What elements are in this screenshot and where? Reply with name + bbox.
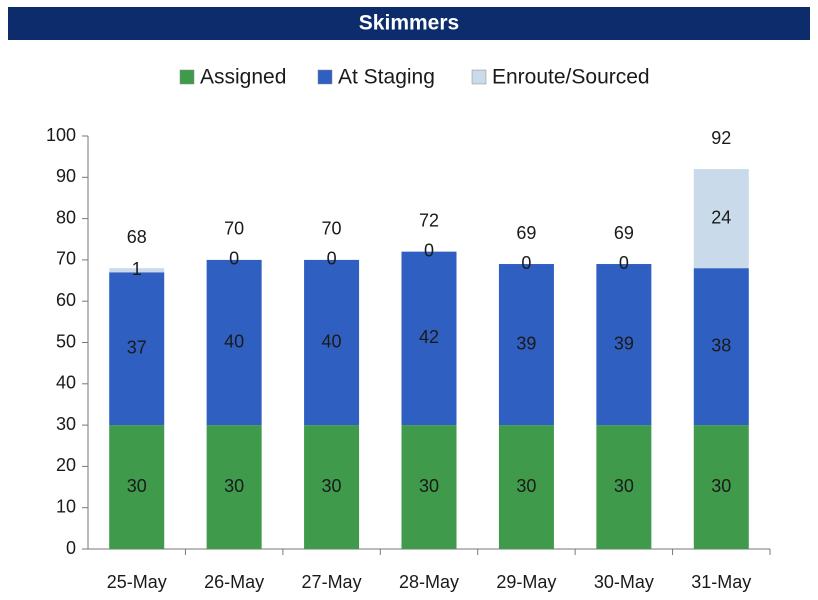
bar-segment — [206, 259, 262, 426]
bar-segment — [498, 425, 554, 549]
bar-segment — [109, 272, 165, 426]
legend-swatch — [471, 69, 487, 85]
bar-segment — [401, 425, 457, 549]
segment-label: 0 — [619, 253, 629, 273]
segment-label: 30 — [224, 476, 244, 496]
segment-label: 30 — [711, 476, 731, 496]
y-tick-label: 90 — [56, 166, 76, 186]
segment-label: 30 — [516, 476, 536, 496]
chart-title: Skimmers — [359, 12, 459, 35]
segment-label: 0 — [327, 249, 337, 269]
x-tick-label: 28-May — [399, 572, 459, 592]
segment-label: 39 — [614, 333, 634, 353]
y-tick-label: 80 — [56, 207, 76, 227]
bar-segment — [693, 425, 749, 549]
segment-label: 37 — [127, 337, 147, 357]
bar-segment — [206, 425, 262, 549]
legend-label: Enroute/Sourced — [492, 66, 650, 89]
total-label: 72 — [419, 210, 439, 230]
bar-segment — [498, 264, 554, 426]
segment-label: 40 — [322, 331, 342, 351]
total-label: 69 — [614, 223, 634, 243]
x-tick-label: 25-May — [107, 572, 167, 592]
y-tick-label: 70 — [56, 249, 76, 269]
total-label: 70 — [224, 219, 244, 239]
bar-segment — [304, 425, 360, 549]
segment-label: 0 — [521, 253, 531, 273]
total-label: 68 — [127, 227, 147, 247]
bar-segment — [304, 259, 360, 426]
y-tick-label: 60 — [56, 290, 76, 310]
segment-label: 42 — [419, 327, 439, 347]
x-tick-label: 30-May — [594, 572, 654, 592]
bar-segment — [109, 268, 165, 273]
segment-label: 30 — [614, 476, 634, 496]
bar-segment — [109, 425, 165, 549]
x-tick-label: 27-May — [302, 572, 362, 592]
x-tick-label: 29-May — [496, 572, 556, 592]
legend-swatch — [179, 69, 195, 85]
segment-label: 0 — [229, 249, 239, 269]
legend-label: At Staging — [338, 66, 435, 89]
total-label: 92 — [711, 128, 731, 148]
bar-segment — [596, 264, 652, 426]
y-tick-label: 20 — [56, 455, 76, 475]
y-tick-label: 50 — [56, 331, 76, 351]
y-tick-label: 40 — [56, 373, 76, 393]
y-tick-label: 100 — [46, 125, 76, 145]
bar-segment — [596, 425, 652, 549]
y-tick-label: 10 — [56, 496, 76, 516]
segment-label: 0 — [424, 240, 434, 260]
segment-label: 24 — [711, 207, 731, 227]
x-tick-label: 26-May — [204, 572, 264, 592]
total-label: 70 — [322, 219, 342, 239]
segment-label: 40 — [224, 331, 244, 351]
y-tick-label: 30 — [56, 414, 76, 434]
segment-label: 39 — [516, 333, 536, 353]
bar-segment — [693, 169, 749, 269]
segment-label: 38 — [711, 335, 731, 355]
legend-swatch — [317, 69, 333, 85]
x-tick-label: 31-May — [691, 572, 751, 592]
segment-label: 1 — [132, 259, 142, 279]
title-bar — [8, 7, 810, 40]
bar-segment — [693, 268, 749, 426]
segment-label: 30 — [419, 476, 439, 496]
segment-label: 30 — [322, 476, 342, 496]
bar-segment — [401, 251, 457, 426]
segment-label: 30 — [127, 476, 147, 496]
legend-label: Assigned — [200, 66, 286, 89]
y-tick-label: 0 — [66, 538, 76, 558]
total-label: 69 — [516, 223, 536, 243]
